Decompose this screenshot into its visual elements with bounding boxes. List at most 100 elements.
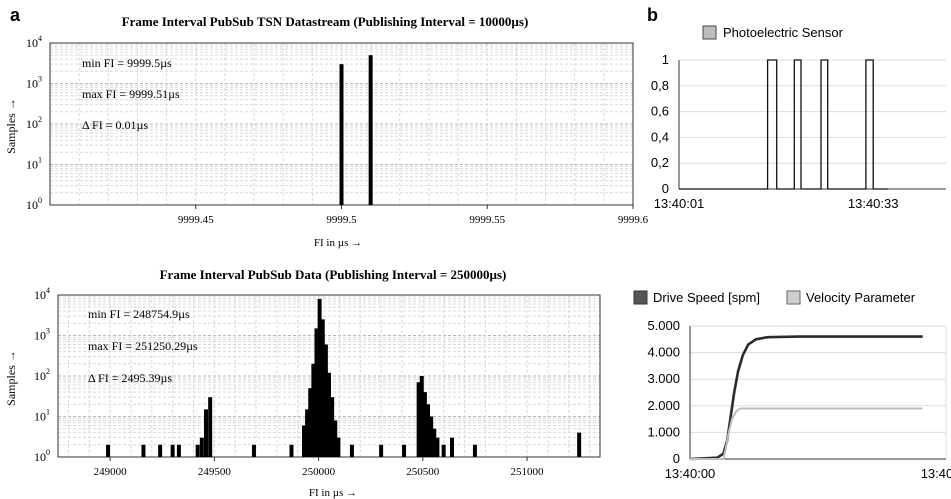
bar: [472, 444, 477, 457]
y-tick-label: 100: [34, 448, 50, 464]
legend-velocity: Velocity Parameter: [806, 290, 916, 305]
annotation-max: max FI = 9999.51µs: [82, 87, 180, 101]
annotation-max: max FI = 251250.29µs: [88, 339, 198, 353]
x-tick-label: 9999.45: [178, 214, 214, 226]
y-axis-label: Samples →: [4, 350, 18, 406]
legend-swatch-velocity: [786, 290, 801, 305]
x-tick-label: 13:40:00: [665, 466, 716, 481]
x-tick-label: 250000: [302, 466, 336, 478]
x-axis-label: FI in µs →: [314, 237, 362, 249]
panel-label-b: b: [647, 5, 658, 25]
bar: [333, 420, 338, 457]
chart-title: Frame Interval PubSub Data (Publishing I…: [160, 267, 507, 282]
series-line-0: [679, 59, 888, 190]
legend-swatch-drive-speed: [633, 290, 648, 305]
bars: [106, 298, 582, 457]
y-tick-exponent: 3: [38, 75, 42, 84]
bar: [426, 404, 431, 457]
bar: [323, 344, 328, 457]
y-tick-label: 103: [26, 75, 42, 91]
y-tick-base: 10: [34, 288, 46, 302]
y-tick-label: 103: [34, 327, 50, 343]
y-tick-exponent: 0: [38, 196, 42, 205]
y-tick-label: 104: [34, 286, 50, 302]
bar: [416, 382, 421, 457]
x-tick-label: 13:40:33: [848, 196, 899, 211]
panel-label-a: a: [10, 5, 21, 25]
bar: [349, 444, 354, 457]
y-tick-base: 10: [34, 369, 46, 383]
bar: [317, 298, 322, 457]
y-tick-exponent: 4: [38, 34, 42, 43]
y-tick-label: 5.000: [647, 318, 680, 333]
x-tick-labels: 9999.45 9999.5 9999.55 9999.6: [178, 205, 649, 226]
grid: [678, 59, 946, 190]
y-tick-base: 10: [34, 450, 46, 464]
y-tick-exponent: 2: [46, 367, 50, 376]
bar: [289, 444, 294, 457]
legend-photoelectric: Photoelectric Sensor: [723, 25, 844, 40]
bar: [251, 444, 256, 457]
y-tick-label: 3.000: [647, 371, 680, 386]
y-tick-exponent: 1: [46, 408, 50, 417]
y-tick-label: 0,2: [651, 155, 669, 170]
x-tick-labels: 13:40:01 13:40:33: [654, 196, 899, 211]
x-tick-label: 9999.5: [326, 214, 357, 226]
x-tick-label: 249000: [94, 466, 128, 478]
x-tick-label: 250500: [406, 466, 440, 478]
y-tick-labels: 0 0,2 0,4 0,6 0,8 1: [651, 52, 669, 196]
bar: [449, 437, 454, 457]
series-lines: [679, 59, 888, 190]
annotation-min: min FI = 9999.5µs: [82, 56, 172, 70]
annotation-min: min FI = 248754.9µs: [88, 307, 190, 321]
series-line-0: [689, 335, 923, 461]
y-tick-label: 0,4: [651, 129, 669, 144]
bar: [327, 372, 331, 457]
y-tick-base: 10: [26, 77, 38, 91]
bar: [419, 376, 424, 457]
x-tick-labels: 13:40:00 13:40:33: [665, 466, 951, 481]
x-tick-label: 251000: [511, 466, 545, 478]
x-tick-label: 249500: [198, 466, 232, 478]
y-tick-label: 2.000: [647, 398, 680, 413]
bar: [577, 432, 582, 457]
bar: [141, 444, 146, 457]
x-axis-label: FI in µs →: [309, 487, 357, 499]
x-tick-label: 9999.6: [618, 214, 649, 226]
y-tick-exponent: 4: [46, 286, 50, 295]
chart-title: Frame Interval PubSub TSN Datastream (Pu…: [122, 14, 529, 29]
bar: [432, 428, 437, 457]
y-tick-base: 10: [26, 198, 38, 212]
x-tick-labels: 249000 249500 250000 250500 251000: [94, 457, 544, 478]
series-lines: [689, 335, 923, 461]
y-tick-label: 0,8: [651, 78, 669, 93]
x-tick-label: 9999.55: [469, 214, 505, 226]
y-tick-label: 1: [662, 52, 669, 67]
bar: [199, 437, 204, 457]
bar: [311, 363, 316, 457]
series-line-1: [690, 407, 923, 460]
bar: [339, 64, 344, 205]
bar: [402, 444, 407, 457]
y-tick-base: 10: [26, 36, 38, 50]
y-axis-label: Samples →: [4, 98, 18, 154]
y-tick-exponent: 0: [46, 448, 50, 457]
y-tick-exponent: 3: [46, 327, 50, 336]
bar: [176, 444, 181, 457]
bar: [441, 444, 446, 457]
bar: [435, 437, 440, 457]
bar: [305, 409, 310, 457]
y-tick-label: 100: [26, 196, 42, 212]
y-tick-labels: 0 1.000 2.000 3.000 4.000 5.000: [647, 318, 680, 466]
bar: [195, 444, 200, 457]
bar: [158, 444, 163, 457]
y-tick-label: 104: [26, 34, 42, 50]
drive-speed-chart: Drive Speed [spm] Velocity Parameter 13:…: [633, 290, 951, 481]
fi-pubsub-chart: Frame Interval PubSub Data (Publishing I…: [4, 267, 601, 499]
y-tick-label: 0: [662, 181, 669, 196]
y-tick-label: 101: [34, 408, 50, 424]
bar: [336, 437, 341, 457]
bar: [204, 409, 209, 457]
